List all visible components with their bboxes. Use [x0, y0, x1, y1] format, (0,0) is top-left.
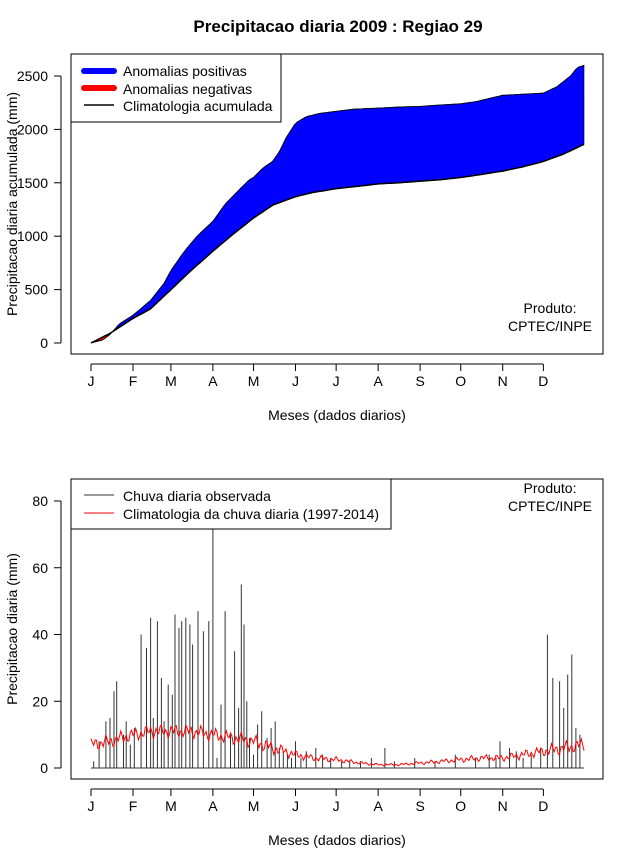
bottom-x-tick-label: J [88, 798, 95, 814]
bottom-x-tick-label: M [165, 798, 177, 814]
bottom-x-tick-label: D [538, 798, 548, 814]
bottom-x-axis-label: Meses (dados diarios) [268, 832, 406, 848]
bottom-x-tick-label: A [208, 798, 218, 814]
top-y-tick-label: 1500 [17, 175, 48, 191]
legend-label-positive: Anomalias positivas [123, 63, 247, 79]
bottom-x-tick-label: M [248, 798, 260, 814]
top-y-tick-label: 500 [25, 282, 49, 298]
top-plot-frame [70, 53, 604, 355]
legend-label-climatology: Climatologia acumulada [123, 98, 273, 114]
daily-climatology-line [90, 723, 585, 767]
bottom-y-tick-label: 40 [32, 627, 48, 643]
top-x-tick-label: A [373, 373, 383, 389]
bottom-product-source: CPTEC/INPE [508, 498, 592, 514]
legend-label-daily-climatology: Climatologia da chuva diaria (1997-2014) [123, 506, 379, 522]
bottom-x-tick-label: J [292, 798, 299, 814]
bottom-y-axis-label: Precipitacao diaria (mm) [4, 553, 20, 705]
top-x-tick-label: M [165, 373, 177, 389]
bottom-y-tick-label: 60 [32, 560, 48, 576]
top-x-tick-label: J [88, 373, 95, 389]
top-y-tick-label: 0 [40, 335, 48, 351]
bottom-legend: Chuva diaria observada Climatologia da c… [70, 478, 392, 530]
top-x-tick-label: N [498, 373, 508, 389]
top-x-tick-label: A [208, 373, 218, 389]
top-legend: Anomalias positivas Anomalias negativas … [70, 53, 282, 123]
top-y-tick-label: 2500 [17, 68, 48, 84]
top-chart-panel: 0 500 1000 1500 2000 2500 J F M A M J J A S O N D Meses … [4, 53, 604, 423]
top-x-tick-label: O [455, 373, 466, 389]
top-y-axis-label: Precipitacao diaria acumulada (mm) [4, 92, 20, 316]
top-product-source: CPTEC/INPE [508, 318, 592, 334]
legend-label-observed: Chuva diaria observada [123, 488, 271, 504]
top-x-tick-label: J [333, 373, 340, 389]
bottom-x-tick-label: O [455, 798, 466, 814]
bottom-chart-panel: 0 20 40 60 80 J F M A M J J A S O N D Meses (dados diar… [4, 478, 604, 848]
top-x-tick-label: F [129, 373, 138, 389]
top-x-tick-label: D [538, 373, 548, 389]
top-x-tick-label: J [292, 373, 299, 389]
top-x-axis-label: Meses (dados diarios) [268, 407, 406, 423]
top-y-tick-label: 1000 [17, 228, 48, 244]
bottom-x-tick-label: S [415, 798, 424, 814]
climatology-cumulative-line [90, 143, 585, 344]
bottom-y-tick-label: 0 [40, 760, 48, 776]
bottom-x-tick-label: F [129, 798, 138, 814]
bottom-y-tick-label: 80 [32, 493, 48, 509]
bottom-product-label: Produto: [524, 480, 577, 496]
top-x-tick-label: S [415, 373, 424, 389]
top-product-label: Produto: [524, 300, 577, 316]
chart-title: Precipitacao diaria 2009 : Regiao 29 [193, 17, 482, 36]
bottom-y-tick-label: 20 [32, 693, 48, 709]
bottom-legend-box [70, 478, 392, 530]
top-x-tick-label: M [248, 373, 260, 389]
legend-label-negative: Anomalias negativas [123, 81, 252, 97]
top-y-tick-label: 2000 [17, 121, 48, 137]
bottom-x-tick-label: N [498, 798, 508, 814]
bottom-x-tick-label: A [373, 798, 383, 814]
bottom-x-tick-label: J [333, 798, 340, 814]
observed-cumulative-line [90, 64, 585, 344]
